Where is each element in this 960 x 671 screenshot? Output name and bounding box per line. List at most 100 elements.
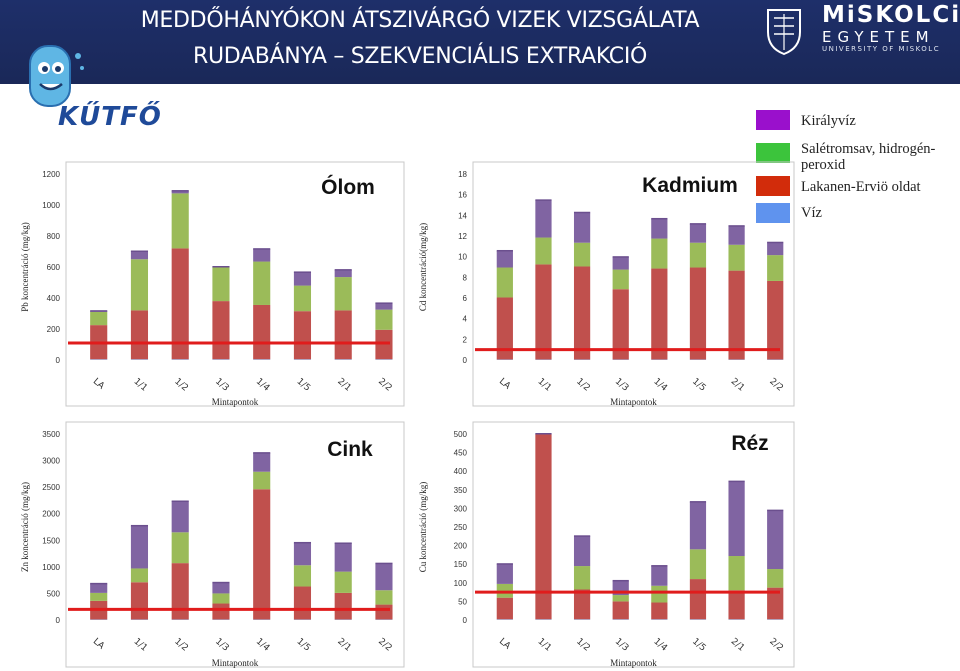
y-tick-label: 18 — [458, 170, 467, 179]
y-tick-label: 0 — [56, 356, 61, 365]
y-axis-label: Zn koncentráció (mg/kg) — [20, 482, 30, 572]
y-tick-label: 1500 — [42, 536, 60, 545]
legend-label: Salétromsav, hidrogén-peroxid — [801, 141, 936, 173]
bar-segment-aqua_regia — [90, 583, 108, 593]
chart-title: Cink — [327, 438, 373, 461]
x-tick-label: 2/1 — [335, 637, 353, 654]
bar-top — [375, 302, 393, 304]
bar-segment-nitric — [651, 585, 668, 603]
bar-segment-nitric — [496, 267, 513, 298]
bar-segment-aqua_regia — [651, 218, 668, 239]
bar-top — [728, 225, 745, 227]
bar-top — [334, 542, 352, 544]
bar-segment-water — [728, 619, 745, 620]
y-tick-label: 6 — [463, 294, 468, 303]
bar-top — [130, 524, 149, 527]
y-tick-label: 200 — [454, 542, 468, 551]
bar-segment-lakanen — [573, 589, 591, 620]
bar-segment-water — [171, 619, 189, 620]
y-tick-label: 10 — [458, 253, 467, 262]
bar-segment-nitric — [212, 267, 230, 302]
page-title-line2: RUDABÁNYA – SZEKVENCIÁLIS EXTRAKCIÓ — [192, 44, 648, 69]
y-tick-label: 0 — [463, 356, 468, 365]
bar-segment-nitric — [689, 549, 707, 580]
bar-segment-lakanen — [496, 597, 513, 620]
bar-segment-nitric — [728, 556, 745, 591]
legend-label: Királyvíz — [801, 113, 856, 129]
x-tick-label: 1/1 — [132, 377, 150, 394]
x-tick-label: 1/4 — [254, 377, 272, 394]
bar-segment-water — [496, 619, 513, 620]
bar-segment-aqua_regia — [375, 303, 393, 310]
chart-olom: 0 200 400 600 800 1000 1200 Pb koncentráció (mg… — [20, 161, 405, 407]
bar-segment-lakanen — [253, 489, 271, 620]
bar-segment-water — [212, 619, 230, 620]
bar-top — [90, 582, 108, 585]
y-axis-label: Pb koncentráció (mg/kg) — [20, 222, 30, 311]
bar-top — [496, 563, 513, 565]
chart-title: Réz — [731, 432, 768, 455]
bar-top — [651, 565, 668, 567]
bar-segment-lakanen — [334, 592, 352, 620]
bar-segment-lakanen — [612, 601, 629, 620]
plot-frame — [65, 421, 405, 668]
bar-segment-nitric — [334, 571, 352, 593]
bar-segment-aqua_regia — [767, 510, 784, 570]
legend-swatch-blue — [756, 203, 790, 223]
bar-segment-water — [573, 619, 591, 620]
legend-swatch-red — [756, 176, 790, 196]
y-tick-label: 2500 — [42, 483, 60, 492]
bar-top — [253, 248, 271, 250]
bar-segment-water — [293, 359, 312, 360]
bar-top — [171, 500, 189, 502]
bar-segment-nitric — [767, 255, 784, 281]
y-tick-label: 150 — [454, 560, 468, 569]
y-tick-label: 1200 — [42, 170, 60, 179]
bar-segment-nitric — [253, 261, 271, 305]
chart-kadmium: 0 2 4 6 8 10 12 14 16 18 Cd koncentráció(mg/kg) LA 1… — [418, 161, 795, 407]
bar-top — [767, 241, 784, 244]
x-tick-label: 1/1 — [132, 637, 150, 654]
bar-top — [212, 581, 230, 584]
bar-top — [535, 199, 552, 201]
y-tick-label: 4 — [463, 315, 468, 324]
bar-segment-aqua_regia — [689, 502, 707, 550]
bar-segment-water — [90, 619, 108, 620]
y-tick-label: 500 — [47, 589, 61, 598]
bar-segment-nitric — [651, 238, 668, 269]
x-tick-label: 2/1 — [335, 377, 353, 394]
y-tick-label: 0 — [463, 616, 468, 625]
x-tick-label: 1/4 — [254, 637, 272, 654]
bar-segment-water — [651, 619, 668, 620]
bar-segment-water — [130, 359, 149, 360]
bar-segment-nitric — [334, 277, 352, 311]
bar-segment-aqua_regia — [212, 582, 230, 594]
bar-segment-nitric — [612, 595, 629, 602]
x-tick-label: 1/4 — [651, 377, 669, 394]
bar-segment-nitric — [573, 566, 591, 590]
bar-segment-aqua_regia — [767, 242, 784, 256]
plot-frame — [65, 161, 405, 407]
bar-segment-water — [689, 619, 707, 620]
x-tick-label: 1/5 — [295, 377, 313, 394]
y-tick-label: 2000 — [42, 510, 60, 519]
kutfo-logo-text: KŰTFŐ — [58, 102, 162, 132]
mascot-logo-icon — [29, 45, 84, 107]
bar-segment-lakanen — [728, 590, 745, 620]
bar-top — [728, 480, 745, 483]
bar-segment-lakanen — [375, 604, 393, 620]
bar-segment-nitric — [212, 593, 230, 604]
y-tick-label: 450 — [454, 449, 468, 458]
bar-segment-nitric — [130, 568, 149, 583]
x-tick-label: 1/1 — [536, 377, 554, 394]
x-axis-label: Mintapontok — [610, 658, 657, 668]
bar-segment-lakanen — [728, 270, 745, 360]
bar-segment-aqua_regia — [293, 272, 312, 286]
bar-segment-aqua_regia — [171, 191, 189, 194]
x-tick-label: 1/3 — [213, 637, 231, 654]
bar-segment-nitric — [293, 565, 312, 587]
bar-segment-water — [612, 359, 629, 360]
x-tick-label: LA — [91, 377, 107, 393]
bar-top — [334, 269, 352, 271]
legend-label: Víz — [801, 205, 822, 221]
